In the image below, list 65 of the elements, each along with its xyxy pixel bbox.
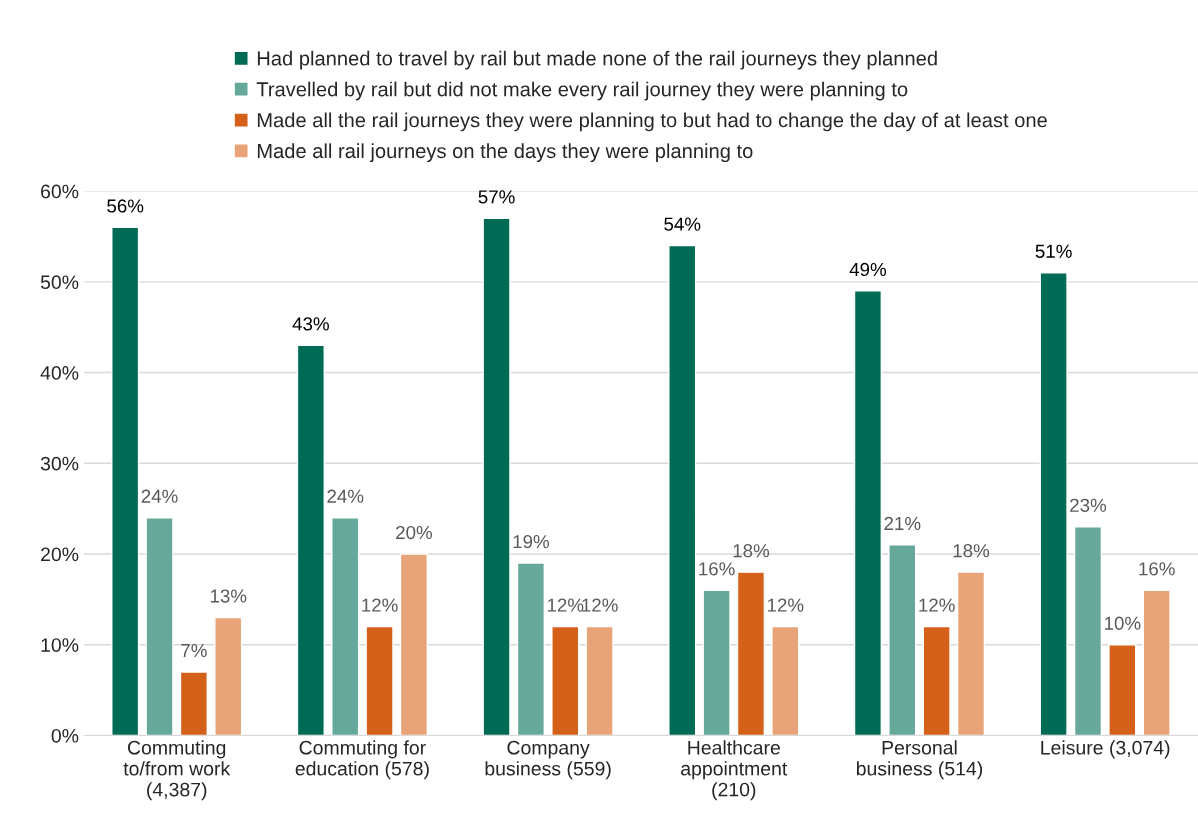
bar bbox=[296, 344, 325, 736]
bar bbox=[922, 625, 951, 736]
data-label: 51% bbox=[1035, 244, 1072, 258]
data-label: 12% bbox=[362, 598, 398, 612]
data-label: 12% bbox=[582, 598, 618, 612]
x-tick-label: Healthcare appointment (210) bbox=[681, 740, 788, 801]
bar bbox=[516, 562, 546, 736]
data-label: 10% bbox=[1105, 616, 1141, 630]
legend-label: Made all rail journeys on the days they were planning to bbox=[257, 143, 753, 163]
data-label: 18% bbox=[953, 544, 990, 558]
data-label: 18% bbox=[733, 544, 770, 558]
data-label: 43% bbox=[292, 317, 329, 331]
y-tick-label: 50% bbox=[40, 275, 79, 290]
bar bbox=[853, 290, 883, 736]
bar bbox=[771, 625, 800, 736]
bar bbox=[145, 517, 174, 736]
data-label: 16% bbox=[699, 562, 735, 576]
y-tick-label: 60% bbox=[41, 184, 79, 199]
bar bbox=[668, 244, 697, 736]
bar bbox=[111, 226, 140, 736]
bar bbox=[365, 625, 394, 736]
bar bbox=[736, 571, 766, 736]
data-label: 20% bbox=[396, 525, 433, 540]
x-tick-label: Leisure (3,074) bbox=[1041, 740, 1170, 759]
bar bbox=[585, 625, 614, 736]
x-tick-label: Company business (559) bbox=[485, 740, 611, 780]
bar bbox=[551, 625, 580, 736]
data-label: 49% bbox=[849, 262, 887, 277]
y-tick-label: 10% bbox=[41, 638, 79, 652]
y-tick-label: 0% bbox=[51, 728, 79, 743]
data-label: 12% bbox=[767, 598, 804, 612]
data-label: 7% bbox=[181, 643, 207, 658]
y-tick-label: 30% bbox=[40, 456, 79, 471]
data-label: 19% bbox=[513, 534, 550, 549]
data-label: 12% bbox=[919, 598, 955, 612]
data-label: 21% bbox=[884, 516, 921, 531]
bar bbox=[1108, 644, 1137, 736]
legend-label: Made all the rail journeys they were planning to but had to change the day of at least one bbox=[257, 112, 1047, 132]
data-label: 23% bbox=[1070, 498, 1107, 512]
data-label: 12% bbox=[547, 598, 584, 612]
y-tick-label: 40% bbox=[40, 366, 79, 380]
bar bbox=[702, 589, 731, 736]
bar bbox=[888, 544, 917, 736]
x-tick-label: Personal business (514) bbox=[856, 740, 983, 780]
y-tick-label: 20% bbox=[41, 547, 79, 562]
bar bbox=[1039, 272, 1068, 736]
legend-label: Travelled by rail but did not make every rail journey they were planning to bbox=[256, 81, 908, 101]
data-label: 24% bbox=[141, 489, 178, 503]
bar bbox=[956, 571, 986, 736]
x-tick-label: Commuting to/from work (4,387) bbox=[123, 740, 231, 801]
x-tick-label: Commuting for education (578) bbox=[295, 740, 429, 780]
bar bbox=[1073, 526, 1103, 736]
data-label: 57% bbox=[478, 190, 515, 204]
bar bbox=[214, 616, 243, 736]
bar bbox=[482, 217, 511, 736]
bar bbox=[399, 553, 429, 736]
bar bbox=[179, 671, 208, 736]
data-label: 16% bbox=[1139, 562, 1175, 576]
data-label: 13% bbox=[210, 589, 247, 603]
data-label: 54% bbox=[664, 217, 701, 231]
data-label: 24% bbox=[327, 489, 364, 503]
data-label: 56% bbox=[107, 199, 144, 213]
bar bbox=[1142, 589, 1171, 736]
legend-label: Had planned to travel by rail but made none of the rail journeys they planned bbox=[257, 50, 937, 70]
bar bbox=[331, 517, 360, 736]
